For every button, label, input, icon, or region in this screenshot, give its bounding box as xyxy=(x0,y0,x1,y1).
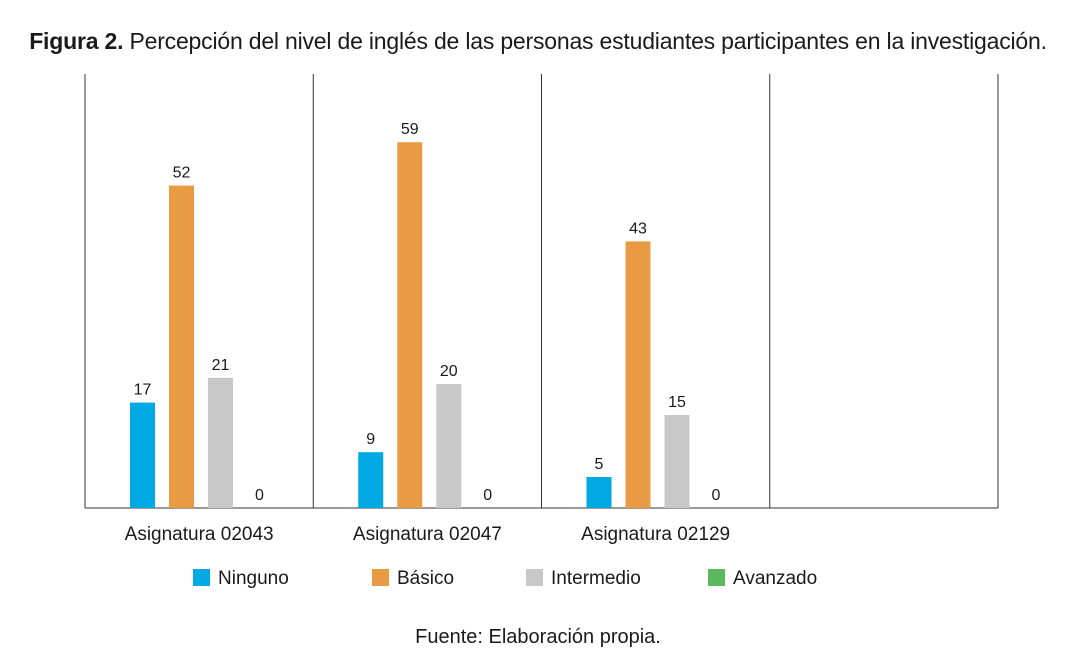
bar-ninguno-asignatura-02129 xyxy=(586,477,612,508)
bar-basico-asignatura-02043 xyxy=(169,185,194,508)
bar-basico-asignatura-02129 xyxy=(625,241,651,508)
figure-label: Figura 2. xyxy=(29,28,124,54)
bar-intermedio-asignatura-02043 xyxy=(208,377,233,508)
data-label-intermedio-asignatura-02043: 21 xyxy=(212,357,230,374)
data-label-avanzado-asignatura-02129: 0 xyxy=(712,487,721,504)
figure-title: Percepción del nivel de inglés de las pe… xyxy=(129,28,1047,54)
data-label-basico-asignatura-02047: 59 xyxy=(401,121,419,138)
bar-ninguno-asignatura-02047 xyxy=(358,452,384,508)
data-label-intermedio-asignatura-02129: 15 xyxy=(668,394,686,411)
data-label-avanzado-asignatura-02047: 0 xyxy=(483,487,492,504)
legend-label-intermedio: Intermedio xyxy=(551,568,641,589)
data-label-basico-asignatura-02043: 52 xyxy=(173,165,191,182)
legend-swatch-intermedio xyxy=(526,569,543,586)
data-label-ninguno-asignatura-02129: 5 xyxy=(595,456,604,473)
x-tick-label: Asignatura 02043 xyxy=(125,524,274,545)
legend-label-ninguno: Ninguno xyxy=(218,568,289,589)
bar-basico-asignatura-02047 xyxy=(397,142,423,508)
data-label-basico-asignatura-02129: 43 xyxy=(629,220,647,237)
bar-intermedio-asignatura-02047 xyxy=(436,384,462,508)
legend-label-basico: Básico xyxy=(397,568,454,589)
legend-swatch-basico xyxy=(372,569,389,586)
figure-source: Fuente: Elaboración propia. xyxy=(415,626,661,648)
data-label-avanzado-asignatura-02043: 0 xyxy=(255,487,264,504)
x-tick-label: Asignatura 02047 xyxy=(353,524,502,545)
figure-caption: Figura 2. Percepción del nivel de inglés… xyxy=(0,28,1076,55)
legend-swatch-avanzado xyxy=(708,569,725,586)
data-label-ninguno-asignatura-02043: 17 xyxy=(134,382,152,399)
legend-swatch-ninguno xyxy=(193,569,210,586)
x-tick-label: Asignatura 02129 xyxy=(581,524,730,545)
data-label-ninguno-asignatura-02047: 9 xyxy=(366,431,375,448)
bar-intermedio-asignatura-02129 xyxy=(664,415,690,508)
bar-ninguno-asignatura-02043 xyxy=(130,402,155,508)
data-label-intermedio-asignatura-02047: 20 xyxy=(440,363,458,380)
legend-label-avanzado: Avanzado xyxy=(733,568,817,589)
